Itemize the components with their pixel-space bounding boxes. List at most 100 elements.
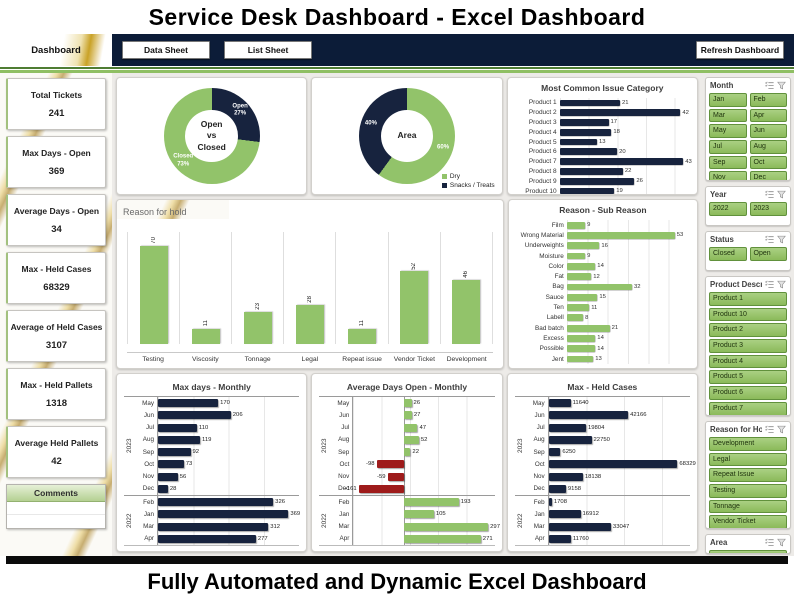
slicer-item[interactable]: Jan xyxy=(709,93,747,107)
refresh-dashboard-button[interactable]: Refresh Dashboard xyxy=(696,41,784,59)
slicer-item[interactable]: Open xyxy=(749,247,787,261)
slicer-item[interactable]: Feb xyxy=(749,93,787,107)
tab-dashboard[interactable]: Dashboard xyxy=(0,34,112,66)
slicer-item[interactable]: Legal xyxy=(709,452,787,467)
category-label: Oct xyxy=(339,460,350,468)
slicer-item[interactable]: Product 2 xyxy=(709,323,787,338)
slicer-item[interactable]: Apr xyxy=(749,108,787,123)
group-rows: May 170 Jun 206 Jul 110 Aug 119 Sep 92 Oct 73 Nov 56 D… xyxy=(135,397,300,495)
bar-track: 16912 xyxy=(547,508,690,521)
clear-filter-icon[interactable] xyxy=(777,280,786,289)
slicer-item[interactable]: 2022 xyxy=(709,202,747,216)
bar xyxy=(559,138,598,146)
slicer-item[interactable]: 2023 xyxy=(749,202,787,216)
chart-title: Reason for hold xyxy=(117,200,229,219)
chart-row: Product 1 21 xyxy=(512,98,689,108)
slicer-item[interactable]: Aug xyxy=(749,140,787,154)
bar xyxy=(548,484,566,493)
category-label: Legal xyxy=(301,356,319,363)
group-rows: Feb 193 Jan 105 Mar 297 Apr 271 xyxy=(330,496,500,545)
value-label: 11640 xyxy=(572,400,589,407)
chart-title: Most Common Issue Category xyxy=(541,83,664,93)
chart-issue-category: Most Common Issue Category Product 1 21 Pro… xyxy=(506,77,698,195)
slicer-item[interactable]: Tonnage xyxy=(709,499,787,514)
slicer-item[interactable]: Closed xyxy=(709,247,747,261)
bar-track: 32 xyxy=(566,281,689,293)
chart-row: Bag 32 xyxy=(513,281,689,293)
bar-track: 52 xyxy=(352,433,495,446)
bar-track: 73 xyxy=(157,458,300,471)
clear-filter-icon[interactable] xyxy=(777,81,786,90)
category-label: Jan xyxy=(339,510,350,518)
multiselect-icon[interactable] xyxy=(765,280,774,289)
category-label: Testing xyxy=(142,356,164,363)
clear-filter-icon[interactable] xyxy=(777,538,786,547)
category-label: Dec xyxy=(142,485,154,493)
multiselect-icon[interactable] xyxy=(765,425,774,434)
slicer-item[interactable]: Product 6 xyxy=(709,386,787,400)
value-label: 1708 xyxy=(553,499,567,506)
kpi-label: Average Days - Open xyxy=(13,205,100,216)
list-sheet-button[interactable]: List Sheet xyxy=(224,41,312,59)
bar xyxy=(559,128,612,136)
category-label: Excess xyxy=(543,334,564,342)
category-label: Product 5 xyxy=(528,138,557,146)
slicer-item[interactable]: Testing xyxy=(709,484,787,498)
slicer-item[interactable]: May xyxy=(709,124,747,139)
bar-track: 33047 xyxy=(547,520,690,533)
bar xyxy=(358,484,405,493)
slicer-item[interactable]: Repeat Issue xyxy=(709,468,787,483)
bar xyxy=(404,399,412,408)
slicer-item[interactable]: Mar xyxy=(709,108,747,123)
kpi-card: Max Days - Open 369 xyxy=(6,136,106,188)
slicer-header: Reason for Hold xyxy=(709,424,787,437)
chart-row: Oct 73 xyxy=(135,458,300,471)
kpi-value: 3107 xyxy=(45,339,68,351)
plot-area: 2023 May 11640 Jun 42166 Jul 19804 Aug 22750 Sep 6… xyxy=(514,396,696,546)
kpi-card: Total Tickets 241 xyxy=(6,78,106,130)
clear-filter-icon[interactable] xyxy=(777,235,786,244)
slicer-item[interactable]: Development xyxy=(709,437,787,451)
donut-chart: Area 60% 40% xyxy=(358,88,455,184)
multiselect-icon[interactable] xyxy=(765,190,774,199)
slicer-item[interactable]: Jun xyxy=(749,124,787,139)
bar-track: 6250 xyxy=(547,446,690,459)
slice-label: Open 27% xyxy=(232,103,248,117)
slicer-item[interactable]: Oct xyxy=(749,155,787,170)
bar-track: 170 xyxy=(157,397,300,410)
bar xyxy=(548,534,571,543)
multiselect-icon[interactable] xyxy=(765,81,774,90)
bar xyxy=(548,472,583,481)
bar-track: 326 xyxy=(157,496,300,509)
slicer-item[interactable]: Dec xyxy=(749,171,787,180)
bar xyxy=(559,158,684,166)
multiselect-icon[interactable] xyxy=(765,235,774,244)
slicer-item[interactable]: Vendor Ticket xyxy=(709,515,787,528)
slicer-item[interactable]: Nov xyxy=(709,171,747,180)
group-rows: Feb 326 Jan 369 Mar 312 Apr 277 xyxy=(135,496,300,545)
data-sheet-button[interactable]: Data Sheet xyxy=(122,41,210,59)
slicer-item[interactable]: Product 5 xyxy=(709,370,787,385)
slicer-item-partial[interactable] xyxy=(709,550,787,553)
slicer-item[interactable]: Jul xyxy=(709,140,747,154)
bar xyxy=(566,242,600,250)
kpi-value: 34 xyxy=(51,223,62,235)
multiselect-icon[interactable] xyxy=(765,538,774,547)
slicer-item[interactable]: Product 1 xyxy=(709,292,787,306)
bar xyxy=(158,510,289,519)
chart-row: Aug 52 xyxy=(330,433,495,446)
year-label: 2023 xyxy=(126,438,133,454)
slicer-item[interactable]: Product 7 xyxy=(709,401,787,415)
chart-row: Jul 47 xyxy=(330,421,495,434)
slicer-item[interactable]: Product 3 xyxy=(709,339,787,353)
group-rows: May 11640 Jun 42166 Jul 19804 Aug 22750 Sep 6250 O… xyxy=(526,397,696,495)
clear-filter-icon[interactable] xyxy=(777,425,786,434)
chart-column: 70 xyxy=(127,232,181,344)
slicer-item[interactable]: Product 10 xyxy=(709,307,787,322)
slicer-item[interactable]: Sep xyxy=(709,155,747,170)
value-label: 14 xyxy=(597,345,604,352)
legend-item: Dry xyxy=(441,173,495,180)
slicer-item[interactable]: Product 4 xyxy=(709,354,787,369)
clear-filter-icon[interactable] xyxy=(777,190,786,199)
comments-body[interactable] xyxy=(7,502,105,528)
